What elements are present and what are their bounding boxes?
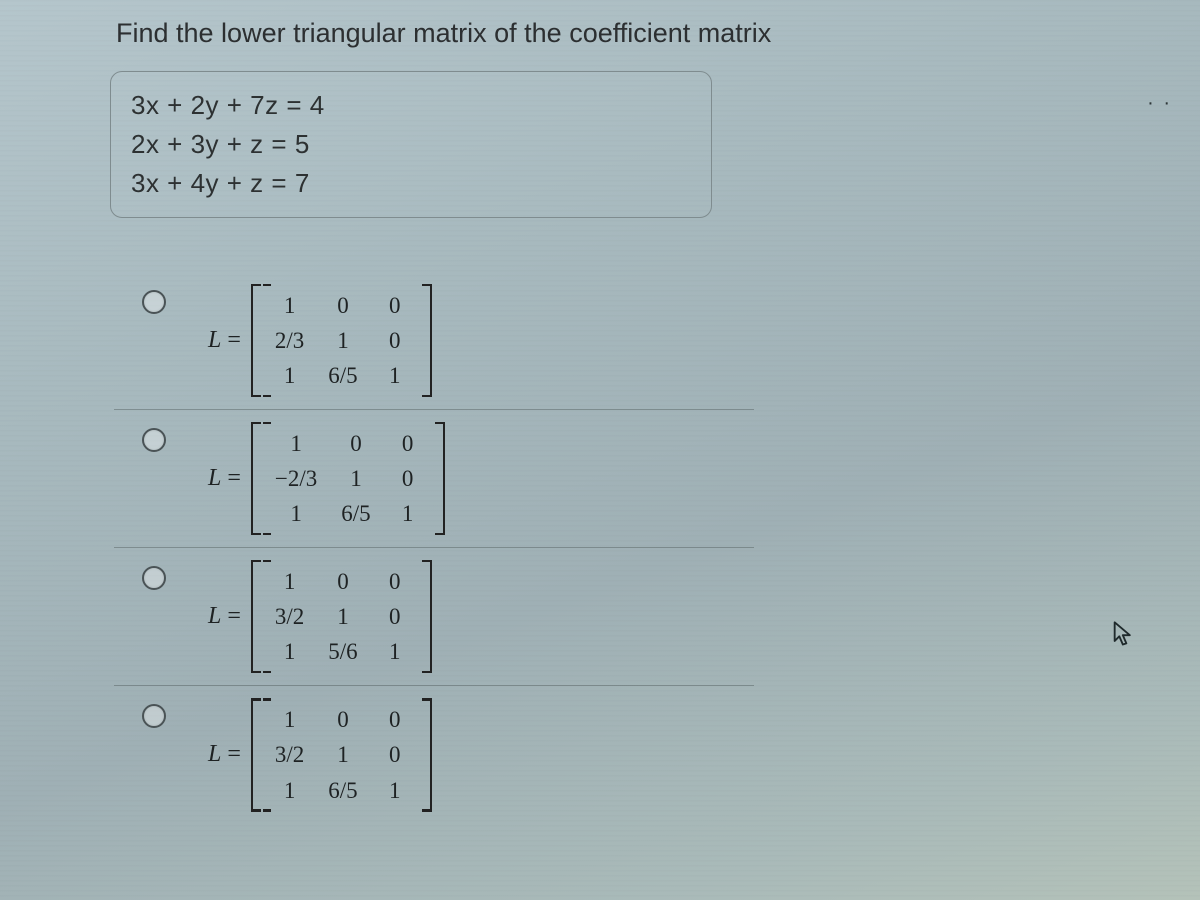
matrix-cell: 6/5 xyxy=(316,773,369,808)
matrix-cell: 1 xyxy=(316,737,369,772)
matrix-cell: 0 xyxy=(370,564,420,599)
matrix-row: 16/51 xyxy=(263,773,420,808)
equals-sign: = xyxy=(227,465,241,491)
matrix-cell: 1 xyxy=(316,599,369,634)
question-screen: Find the lower triangular matrix of the … xyxy=(0,0,1200,900)
matrix-cell: 1 xyxy=(316,323,369,358)
matrix-c-table: 100 3/210 15/61 xyxy=(263,564,420,669)
matrix-d: 100 3/210 16/51 xyxy=(251,698,432,811)
matrix-cell: 1 xyxy=(370,634,420,669)
matrix-c: 100 3/210 15/61 xyxy=(251,560,432,673)
matrix-cell: 1 xyxy=(263,564,316,599)
equation-line-1: 3x + 2y + 7z = 4 xyxy=(131,86,691,125)
matrix-row: 3/210 xyxy=(263,599,420,634)
matrix-cell: 1 xyxy=(263,634,316,669)
answer-options: L= 100 2/310 16/51 L= xyxy=(114,272,1160,824)
option-a[interactable]: L= 100 2/310 16/51 xyxy=(114,272,754,410)
matrix-cell: 0 xyxy=(316,288,369,323)
matrix-cell: 6/5 xyxy=(316,358,369,393)
matrix-cell: −2/3 xyxy=(263,461,329,496)
matrix-cell: 1 xyxy=(263,288,316,323)
matrix-row: −2/310 xyxy=(263,461,433,496)
matrix-b-table: 100 −2/310 16/51 xyxy=(263,426,433,531)
option-d-content: L= 100 3/210 16/51 xyxy=(208,698,432,811)
matrix-cell: 3/2 xyxy=(263,737,316,772)
matrix-row: 16/51 xyxy=(263,358,420,393)
matrix-row: 15/61 xyxy=(263,634,420,669)
matrix-cell: 0 xyxy=(383,461,433,496)
matrix-lhs: L= xyxy=(208,327,241,354)
matrix-symbol: L xyxy=(208,327,221,353)
matrix-row: 3/210 xyxy=(263,737,420,772)
matrix-row: 16/51 xyxy=(263,496,433,531)
matrix-lhs: L= xyxy=(208,741,241,768)
matrix-cell: 6/5 xyxy=(329,496,382,531)
matrix-cell: 0 xyxy=(329,426,382,461)
option-b[interactable]: L= 100 −2/310 16/51 xyxy=(114,410,754,548)
option-b-content: L= 100 −2/310 16/51 xyxy=(208,422,445,535)
equation-line-2: 2x + 3y + z = 5 xyxy=(131,125,691,164)
matrix-cell: 2/3 xyxy=(263,323,316,358)
matrix-cell: 0 xyxy=(370,702,420,737)
matrix-cell: 1 xyxy=(263,358,316,393)
matrix-cell: 1 xyxy=(263,702,316,737)
matrix-symbol: L xyxy=(208,741,221,767)
matrix-cell: 0 xyxy=(316,702,369,737)
ellipsis-decoration: · · xyxy=(1147,92,1172,115)
matrix-a-table: 100 2/310 16/51 xyxy=(263,288,420,393)
equation-system-box: 3x + 2y + 7z = 4 2x + 3y + z = 5 3x + 4y… xyxy=(110,71,712,218)
equals-sign: = xyxy=(227,741,241,767)
option-c-content: L= 100 3/210 15/61 xyxy=(208,560,432,673)
equation-line-3: 3x + 4y + z = 7 xyxy=(131,164,691,203)
matrix-cell: 0 xyxy=(370,599,420,634)
matrix-symbol: L xyxy=(208,465,221,491)
matrix-row: 2/310 xyxy=(263,323,420,358)
option-a-content: L= 100 2/310 16/51 xyxy=(208,284,432,397)
option-d[interactable]: L= 100 3/210 16/51 xyxy=(114,686,754,823)
matrix-cell: 0 xyxy=(316,564,369,599)
matrix-cell: 1 xyxy=(263,773,316,808)
matrix-lhs: L= xyxy=(208,465,241,492)
matrix-cell: 0 xyxy=(370,288,420,323)
pointer-cursor-icon xyxy=(1110,618,1138,650)
matrix-lhs: L= xyxy=(208,603,241,630)
equals-sign: = xyxy=(227,603,241,629)
matrix-d-table: 100 3/210 16/51 xyxy=(263,702,420,807)
radio-icon[interactable] xyxy=(142,566,166,590)
matrix-row: 100 xyxy=(263,288,420,323)
matrix-row: 100 xyxy=(263,702,420,737)
question-title: Find the lower triangular matrix of the … xyxy=(116,18,1160,49)
matrix-cell: 1 xyxy=(370,358,420,393)
radio-icon[interactable] xyxy=(142,290,166,314)
matrix-row: 100 xyxy=(263,564,420,599)
matrix-cell: 0 xyxy=(383,426,433,461)
matrix-cell: 3/2 xyxy=(263,599,316,634)
matrix-cell: 1 xyxy=(329,461,382,496)
matrix-cell: 5/6 xyxy=(316,634,369,669)
matrix-cell: 1 xyxy=(263,496,329,531)
equals-sign: = xyxy=(227,327,241,353)
matrix-cell: 1 xyxy=(263,426,329,461)
radio-icon[interactable] xyxy=(142,428,166,452)
matrix-cell: 1 xyxy=(370,773,420,808)
matrix-cell: 0 xyxy=(370,323,420,358)
matrix-cell: 1 xyxy=(383,496,433,531)
matrix-b: 100 −2/310 16/51 xyxy=(251,422,445,535)
matrix-a: 100 2/310 16/51 xyxy=(251,284,432,397)
matrix-symbol: L xyxy=(208,603,221,629)
radio-icon[interactable] xyxy=(142,704,166,728)
matrix-cell: 0 xyxy=(370,737,420,772)
option-c[interactable]: L= 100 3/210 15/61 xyxy=(114,548,754,686)
matrix-row: 100 xyxy=(263,426,433,461)
